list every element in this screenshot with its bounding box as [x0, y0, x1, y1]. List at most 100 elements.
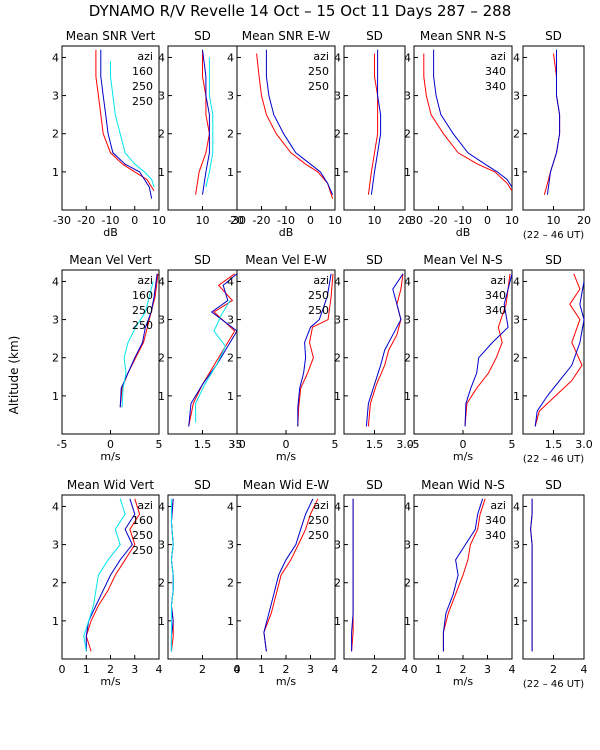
legend-header: azi — [313, 499, 329, 512]
panel-title: SD — [545, 29, 562, 43]
x-tick-label: 0 — [307, 214, 314, 227]
y-tick-label: 4 — [334, 500, 341, 513]
y-tick-label: 4 — [513, 275, 520, 288]
legend-header: azi — [137, 274, 153, 287]
y-tick-label: 1 — [404, 166, 411, 179]
y-tick-label: 1 — [334, 390, 341, 403]
series-line — [256, 53, 334, 199]
x-tick-label: 5 — [332, 438, 339, 451]
panel-title: SD — [366, 478, 383, 492]
legend-header: azi — [313, 50, 329, 63]
panel-title: SD — [545, 253, 562, 267]
x-tick-label: -5 — [57, 438, 68, 451]
x-axis-label: dB — [279, 226, 294, 239]
series-line — [530, 498, 533, 652]
y-tick-label: 4 — [52, 500, 59, 513]
time-range-note: (22 – 46 UT) — [523, 230, 584, 241]
panel-0: Mean SNR Vert 1 2 3 4 -30 -20 -10 0 10 dB azi 160 250… — [52, 29, 166, 239]
y-tick-label: 2 — [513, 128, 520, 141]
panel-title: Mean Vel E-W — [245, 253, 327, 267]
panel-frame — [522, 45, 585, 211]
legend-entry: 160 — [132, 65, 153, 78]
x-tick-label: 2 — [283, 663, 290, 676]
legend-entry: 250 — [308, 529, 329, 542]
legend-entry: 250 — [308, 65, 329, 78]
x-tick-label: 1.5 — [194, 438, 212, 451]
x-axis-label: m/s — [453, 675, 473, 688]
x-tick-label: -30 — [405, 214, 423, 227]
x-tick-label: 0 — [59, 663, 66, 676]
panel-9: SD 1 2 3 4 1.5 3.0 — [334, 253, 414, 451]
y-tick-label: 2 — [227, 577, 234, 590]
y-tick-label: 2 — [513, 577, 520, 590]
y-tick-label: 1 — [334, 615, 341, 628]
legend-entry: 340 — [485, 80, 506, 93]
panel-3: SD 1 2 3 4 10 20 — [334, 29, 412, 227]
panel-17: SD 1 2 3 4 2 4 (22 – 46 UT) — [513, 478, 588, 690]
y-tick-label: 1 — [334, 166, 341, 179]
series-line — [370, 49, 382, 195]
y-tick-label: 4 — [404, 51, 411, 64]
x-tick-label: 4 — [332, 663, 339, 676]
x-tick-label: 1 — [435, 663, 442, 676]
x-tick-label: 4 — [156, 663, 163, 676]
y-tick-label: 1 — [52, 615, 59, 628]
x-tick-label: 3.0 — [228, 438, 246, 451]
series-line — [543, 53, 561, 195]
y-tick-label: 3 — [334, 90, 341, 103]
y-tick-label: 2 — [404, 577, 411, 590]
series-line — [263, 498, 319, 652]
panel-title: SD — [366, 253, 383, 267]
y-tick-label: 4 — [52, 51, 59, 64]
x-tick-label: 10 — [152, 214, 166, 227]
y-tick-label: 4 — [404, 500, 411, 513]
x-tick-label: 20 — [230, 214, 244, 227]
y-axis-label: Altitude (km) — [7, 336, 21, 415]
y-tick-label: 2 — [158, 352, 165, 365]
y-tick-label: 1 — [158, 166, 165, 179]
x-tick-label: -30 — [228, 214, 246, 227]
x-tick-label: 0 — [484, 214, 491, 227]
y-tick-label: 4 — [158, 275, 165, 288]
x-tick-label: 3.0 — [575, 438, 593, 451]
legend-entry: 250 — [132, 304, 153, 317]
panel-title: Mean SNR N-S — [420, 29, 506, 43]
x-tick-label: 4 — [509, 663, 516, 676]
legend-entry: 340 — [485, 529, 506, 542]
time-range-note: (22 – 46 UT) — [523, 679, 584, 690]
y-tick-label: 4 — [158, 500, 165, 513]
y-tick-label: 3 — [404, 539, 411, 552]
x-tick-label: 2 — [550, 663, 557, 676]
x-tick-label: 1 — [258, 663, 265, 676]
panel-title: SD — [545, 478, 562, 492]
legend-entry: 250 — [308, 80, 329, 93]
x-tick-label: 4 — [581, 663, 588, 676]
panel-10: Mean Vel N-S 1 2 3 4 -5 0 5 m/s azi 340 340 — [404, 253, 516, 463]
x-tick-label: 5 — [509, 438, 516, 451]
legend-entry: 250 — [308, 289, 329, 302]
y-tick-label: 2 — [334, 128, 341, 141]
y-tick-label: 2 — [334, 352, 341, 365]
series-line — [100, 49, 153, 199]
legend-entry: 340 — [485, 65, 506, 78]
y-tick-label: 2 — [334, 577, 341, 590]
x-tick-label: -30 — [53, 214, 71, 227]
x-tick-label: -20 — [430, 214, 448, 227]
x-tick-label: 0 — [283, 438, 290, 451]
x-axis-label: dB — [103, 226, 118, 239]
y-tick-label: 4 — [52, 275, 59, 288]
x-tick-label: 10 — [505, 214, 519, 227]
y-tick-label: 3 — [227, 314, 234, 327]
panel-title: Mean Wid E-W — [243, 478, 329, 492]
x-tick-label: 2 — [460, 663, 467, 676]
y-tick-label: 3 — [513, 90, 520, 103]
y-tick-label: 3 — [227, 90, 234, 103]
series-line — [85, 498, 141, 652]
x-axis-label: dB — [456, 226, 471, 239]
legend-entry: 250 — [132, 529, 153, 542]
series-line — [205, 57, 214, 188]
series-line — [297, 273, 332, 427]
